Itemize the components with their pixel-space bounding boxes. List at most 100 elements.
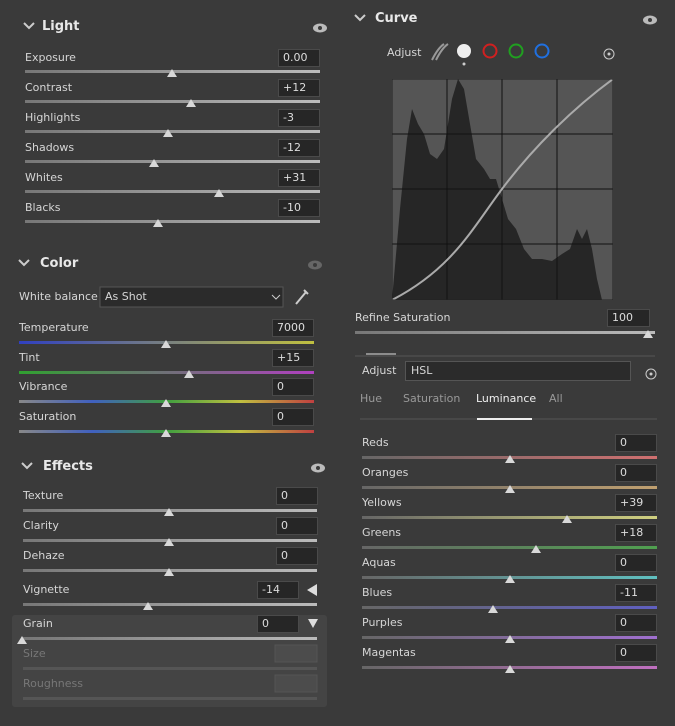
slider-thumb[interactable] (505, 635, 515, 643)
value-field[interactable]: 0 (257, 615, 299, 633)
slider-label: Aquas (362, 556, 396, 569)
slider-track (23, 637, 317, 640)
slider-label: Tint (19, 351, 40, 364)
slider-track (362, 516, 657, 519)
slider-thumb[interactable] (164, 508, 174, 516)
value-field[interactable]: 0 (615, 644, 657, 662)
section-title: Effects (43, 459, 93, 474)
value-field[interactable]: +15 (272, 349, 314, 367)
slider-label: Texture (23, 489, 64, 502)
value-field[interactable]: -10 (278, 199, 320, 217)
value-field[interactable]: +39 (615, 494, 657, 512)
slider-label: Yellows (362, 496, 402, 509)
value-field[interactable]: -11 (615, 584, 657, 602)
value-field[interactable]: 0 (615, 554, 657, 572)
slider-label: Highlights (25, 111, 81, 124)
slider-label: Temperature (19, 321, 89, 334)
mode-dropdown[interactable]: HSL (405, 361, 631, 381)
tab[interactable]: Hue (360, 392, 383, 405)
slider-label: Magentas (362, 646, 416, 659)
slider-thumb[interactable] (531, 545, 541, 553)
slider-label: Clarity (23, 519, 59, 532)
slider-label: Saturation (19, 410, 77, 423)
slider-thumb[interactable] (184, 370, 194, 378)
slider-track (19, 371, 314, 374)
section-title: Color (40, 256, 79, 271)
slider-label: Vibrance (19, 380, 68, 393)
slider-label: Oranges (362, 466, 409, 479)
slider-thumb[interactable] (505, 455, 515, 463)
slider-track (23, 667, 317, 670)
adjust-label: Adjust (387, 46, 422, 59)
slider-label: Size (23, 647, 46, 660)
value-field[interactable]: +18 (615, 524, 657, 542)
slider-track (362, 606, 657, 609)
value-field[interactable]: -12 (278, 139, 320, 157)
section-title: Light (42, 19, 80, 34)
slider-thumb[interactable] (143, 602, 153, 610)
slider-thumb[interactable] (17, 636, 27, 644)
slider-thumb[interactable] (488, 605, 498, 613)
adjust-label: Adjust (362, 364, 397, 377)
slider-track (23, 603, 317, 606)
value-field[interactable]: 7000 (272, 319, 314, 337)
value-field[interactable]: -14 (257, 581, 299, 599)
slider-thumb[interactable] (505, 665, 515, 673)
wb-label: White balance (19, 290, 98, 303)
slider-thumb[interactable] (643, 330, 653, 338)
slider-thumb[interactable] (153, 219, 163, 227)
slider-label: Roughness (23, 677, 84, 690)
slider-thumb[interactable] (214, 189, 224, 197)
value-field[interactable]: +12 (278, 79, 320, 97)
slider-track (25, 220, 320, 223)
tab[interactable]: All (549, 392, 563, 405)
slider-label: Dehaze (23, 549, 65, 562)
value-field[interactable]: 0 (276, 487, 318, 505)
wb-value[interactable]: As Shot (105, 290, 147, 303)
slider-thumb[interactable] (562, 515, 572, 523)
value-field[interactable]: -3 (278, 109, 320, 127)
value-field[interactable]: 0 (276, 547, 318, 565)
value-field[interactable]: 0.00 (278, 49, 320, 67)
slider-thumb[interactable] (149, 159, 159, 167)
slider-thumb[interactable] (167, 69, 177, 77)
slider-thumb[interactable] (505, 485, 515, 493)
slider-label: Greens (362, 526, 402, 539)
slider-thumb[interactable] (186, 99, 196, 107)
slider-label: Contrast (25, 81, 73, 94)
slider-label: Vignette (23, 583, 70, 596)
histogram (392, 79, 613, 300)
value-field[interactable]: 0 (276, 517, 318, 535)
slider-label: Blacks (25, 201, 61, 214)
slider-label: Blues (362, 586, 393, 599)
slider-track (25, 100, 320, 103)
slider-thumb[interactable] (505, 575, 515, 583)
slider-label: Purples (362, 616, 403, 629)
value-field[interactable]: 0 (615, 464, 657, 482)
slider-label: Reds (362, 436, 389, 449)
value-field[interactable]: +31 (278, 169, 320, 187)
value-field[interactable]: 0 (615, 614, 657, 632)
slider-thumb[interactable] (161, 429, 171, 437)
slider-label: Whites (25, 171, 63, 184)
slider-thumb[interactable] (161, 340, 171, 348)
slider-label: Shadows (25, 141, 75, 154)
slider-thumb[interactable] (163, 129, 173, 137)
tab[interactable]: Saturation (403, 392, 461, 405)
slider-track (25, 190, 320, 193)
slider-label: Refine Saturation (355, 311, 451, 324)
value-field[interactable]: 100 (607, 309, 650, 327)
section-title: Curve (375, 11, 418, 26)
value-field[interactable]: 0 (272, 378, 314, 396)
slider-track (355, 331, 655, 334)
slider-label: Grain (23, 617, 53, 630)
value-field[interactable]: 0 (615, 434, 657, 452)
slider-thumb[interactable] (164, 568, 174, 576)
slider-thumb[interactable] (161, 399, 171, 407)
slider-thumb[interactable] (164, 538, 174, 546)
slider-track (25, 130, 320, 133)
tab[interactable]: Luminance (476, 392, 537, 405)
value-field[interactable]: 0 (272, 408, 314, 426)
